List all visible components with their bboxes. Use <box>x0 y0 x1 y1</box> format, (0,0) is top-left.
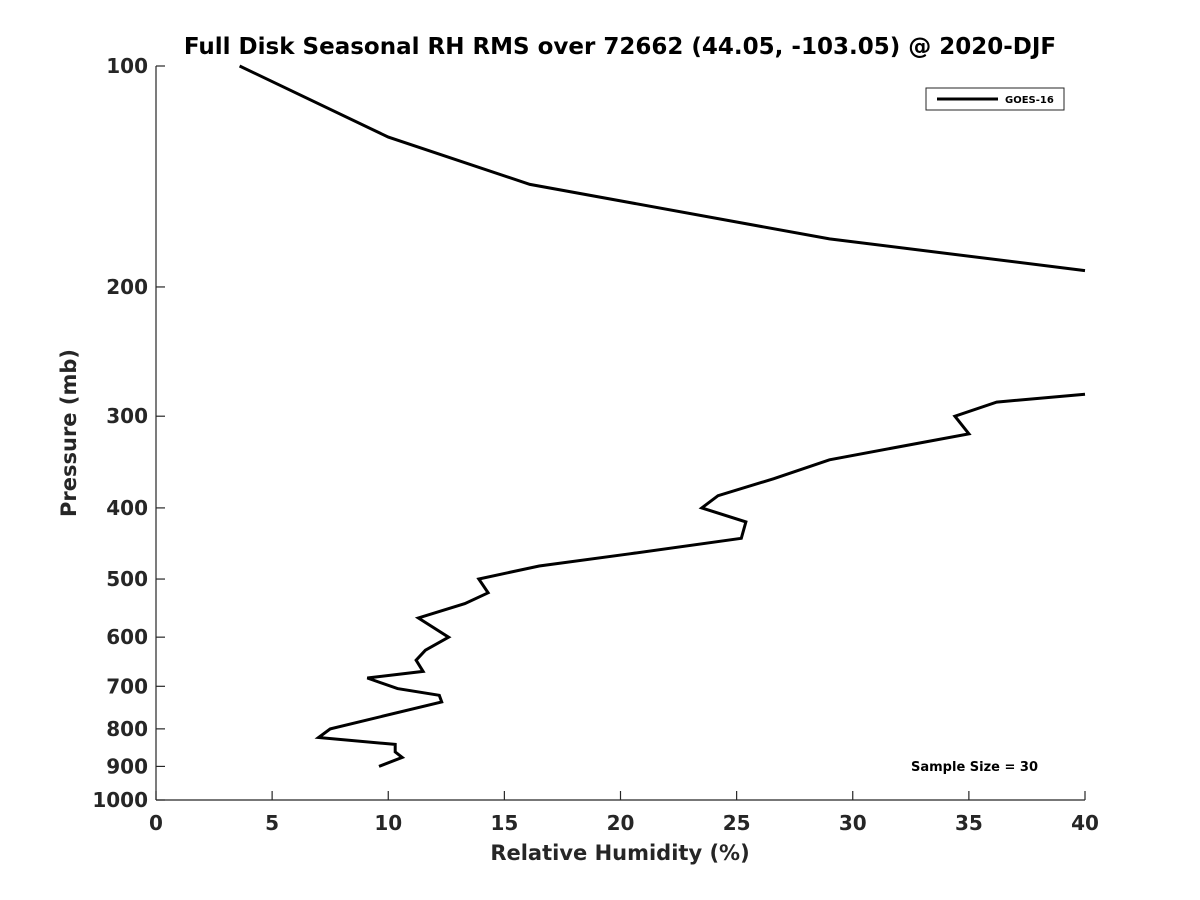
chart-title: Full Disk Seasonal RH RMS over 72662 (44… <box>184 34 1056 60</box>
x-tick-label: 25 <box>723 811 751 835</box>
x-axis-ticks: 0 5 10 15 20 25 30 35 40 <box>149 791 1099 835</box>
series-line-goes-16-segment-2 <box>314 392 1086 768</box>
series-line-goes-16-segment-1 <box>238 64 1086 273</box>
legend: GOES-16 <box>925 87 1065 111</box>
x-tick-label: 20 <box>607 811 635 835</box>
x-tick-label: 35 <box>955 811 983 835</box>
y-tick-label: 600 <box>106 625 148 649</box>
y-tick-label: 700 <box>106 674 148 698</box>
y-tick-label: 100 <box>106 54 148 78</box>
sample-size-annotation: Sample Size = 30 <box>911 760 1038 775</box>
y-tick-label: 500 <box>106 567 148 591</box>
series-layer <box>238 64 1086 768</box>
x-tick-label: 5 <box>265 811 279 835</box>
y-tick-label: 1000 <box>92 788 148 812</box>
x-tick-label: 0 <box>149 811 163 835</box>
y-tick-label: 900 <box>106 754 148 778</box>
y-tick-label: 300 <box>106 404 148 428</box>
x-tick-label: 10 <box>374 811 402 835</box>
plot-area: 0 5 10 15 20 25 30 35 40 100 200 300 400 500 600 700 80… <box>92 54 1099 835</box>
y-tick-label: 200 <box>106 275 148 299</box>
x-tick-label: 40 <box>1071 811 1099 835</box>
y-tick-label: 800 <box>106 717 148 741</box>
x-axis-title: Relative Humidity (%) <box>490 841 749 865</box>
y-axis-ticks: 100 200 300 400 500 600 700 800 900 1000 <box>92 54 165 812</box>
x-tick-label: 15 <box>490 811 518 835</box>
y-axis-title: Pressure (mb) <box>57 349 81 517</box>
x-tick-label: 30 <box>839 811 867 835</box>
y-tick-label: 400 <box>106 496 148 520</box>
legend-label-goes-16: GOES-16 <box>1005 95 1054 106</box>
